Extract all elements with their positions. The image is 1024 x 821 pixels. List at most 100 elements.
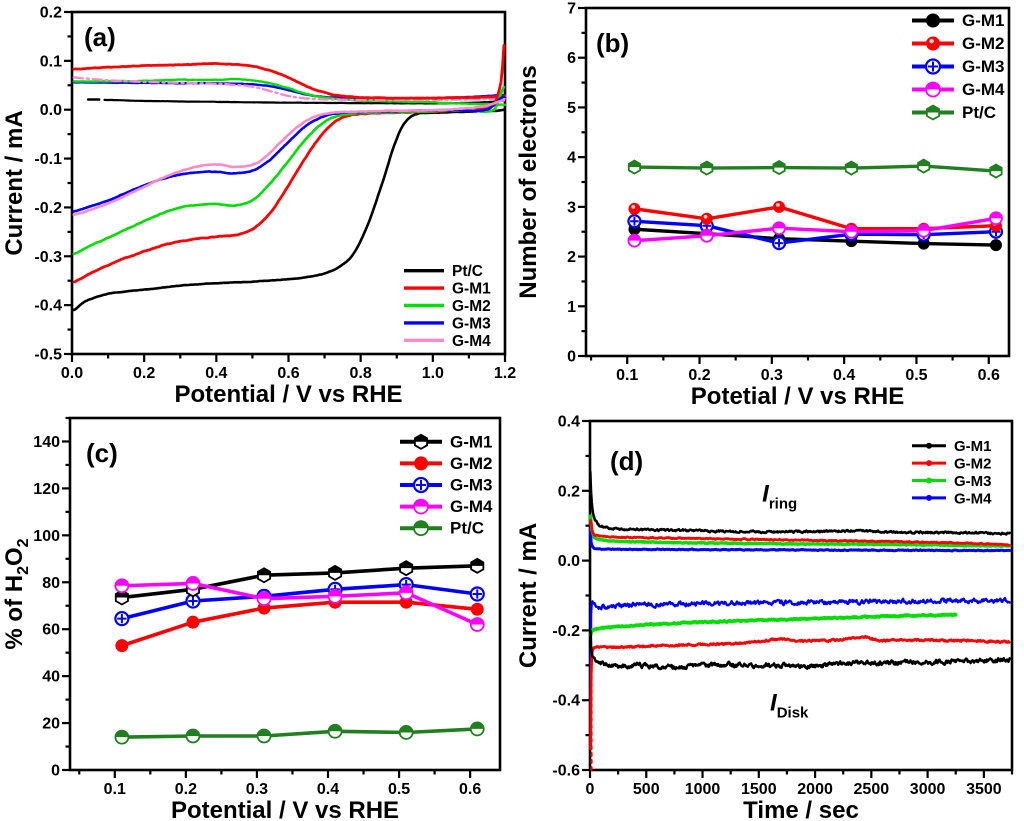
legend-label-G-M3: G-M3 bbox=[962, 57, 1005, 76]
axes-d: 0 500 1000 1500 2000 2500 3000 3500 -0.6 -0.4 -0.2… bbox=[552, 414, 1014, 798]
series-G-M4-ring bbox=[589, 527, 1012, 553]
y-tick-label: 0.1 bbox=[40, 53, 62, 70]
legend-d: G-M1G-M2G-M3G-M4 bbox=[912, 438, 992, 507]
x-tick-label: 0.6 bbox=[978, 367, 1000, 384]
series-G-M2-disk bbox=[589, 634, 1011, 751]
series-G-M1-disk bbox=[589, 629, 1012, 671]
x-tick-label: 0.0 bbox=[61, 365, 83, 382]
series-group-d bbox=[589, 470, 1012, 771]
legend-a: Pt/CG-M1G-M2G-M3G-M4 bbox=[404, 263, 491, 350]
y-tick-label: -0.5 bbox=[34, 347, 62, 364]
legend-label-G-M4: G-M4 bbox=[452, 333, 491, 350]
series-G-M1 bbox=[114, 557, 485, 606]
series-G-M2-ring bbox=[589, 519, 1011, 547]
series-group-c bbox=[114, 557, 485, 745]
series-Pt/C-disk bbox=[72, 108, 506, 312]
x-tick-label: 0.2 bbox=[133, 365, 155, 382]
plot-frame bbox=[584, 6, 1011, 358]
y-tick-label: -0.1 bbox=[34, 151, 62, 168]
legend-label-G-M3: G-M3 bbox=[452, 315, 491, 332]
y-tick-label: 3 bbox=[567, 199, 576, 216]
series-G-M1-ring bbox=[589, 470, 1011, 536]
legend-label-G-M4: G-M4 bbox=[954, 490, 992, 507]
y-axis-title: % of H2​O2​ bbox=[1, 538, 32, 649]
y-tick-label: 0 bbox=[51, 763, 60, 780]
x-axis-title: Potential / V vs RHE bbox=[174, 381, 402, 408]
legend-label-G-M3: G-M3 bbox=[954, 473, 992, 490]
x-tick-label: 0.5 bbox=[388, 781, 410, 798]
x-tick-label: 1000 bbox=[685, 781, 721, 798]
legend-c: G-M1 G-M2 G-M3 G-M4 Pt/C bbox=[400, 432, 493, 538]
panel-letter-a: (a) bbox=[84, 22, 116, 52]
y-tick-label: 7 bbox=[567, 1, 576, 18]
x-tick-label: 0.5 bbox=[905, 367, 927, 384]
y-tick-label: 0.0 bbox=[40, 102, 62, 119]
x-tick-label: 3500 bbox=[966, 781, 1002, 798]
series-G-M3-disk bbox=[589, 612, 958, 637]
y-tick-label: 0.2 bbox=[40, 5, 62, 22]
legend-label-G-M3: G-M3 bbox=[450, 476, 493, 495]
y-tick-label: 4 bbox=[567, 150, 576, 167]
x-axis-title: Potetial / V vs RHE bbox=[691, 383, 904, 410]
x-tick-label: 0.4 bbox=[205, 365, 227, 382]
y-tick-label: 100 bbox=[33, 528, 60, 545]
legend-label-Pt/C: Pt/C bbox=[962, 103, 996, 122]
y-tick-label: 5 bbox=[567, 100, 576, 117]
plot-frame bbox=[70, 10, 507, 356]
series-G-M3-ring bbox=[589, 514, 1012, 549]
panel-c-chart: 0.1 0.2 0.3 0.4 0.5 0.6 0 20 40 60 80 100 120 140 Pote… bbox=[1, 416, 502, 821]
y-tick-label: 120 bbox=[33, 481, 60, 498]
x-tick-label: 0.1 bbox=[616, 367, 638, 384]
y-tick-label: 140 bbox=[33, 434, 60, 451]
legend-label-G-M2: G-M2 bbox=[962, 34, 1005, 53]
plot-frame bbox=[588, 419, 1014, 772]
x-tick-label: 0.1 bbox=[104, 781, 126, 798]
legend-label-G-M2: G-M2 bbox=[452, 298, 491, 315]
y-tick-label: 0 bbox=[567, 349, 576, 366]
legend-label-G-M1: G-M1 bbox=[452, 281, 491, 298]
series-G-M2-ring bbox=[72, 77, 506, 107]
series-G-M4-ring bbox=[72, 76, 506, 102]
legend-label-G-M4: G-M4 bbox=[450, 497, 493, 516]
x-tick-label: 1.0 bbox=[422, 365, 444, 382]
y-tick-label: 0.0 bbox=[558, 553, 580, 570]
y-tick-label: 20 bbox=[42, 716, 60, 733]
y-tick-label: -0.4 bbox=[552, 693, 580, 710]
panel-letter-c: (c) bbox=[86, 438, 118, 468]
annotation-ring: Iring bbox=[762, 480, 797, 512]
x-tick-label: 0.3 bbox=[246, 781, 268, 798]
y-tick-label: 40 bbox=[42, 669, 60, 686]
x-tick-label: 0.8 bbox=[350, 365, 372, 382]
panel-b-chart: 0.1 0.2 0.3 0.4 0.5 0.6 0 1 2 3 4 5 6 7 Potetial / V v… bbox=[515, 1, 1011, 410]
x-tick-label: 0 bbox=[586, 781, 595, 798]
annotation-Disk: IDisk bbox=[770, 690, 809, 722]
x-tick-label: 0.2 bbox=[688, 367, 710, 384]
y-tick-label: 2 bbox=[567, 249, 576, 266]
panel-letter-d: (d) bbox=[610, 446, 643, 476]
y-tick-label: 80 bbox=[42, 575, 60, 592]
y-tick-label: 60 bbox=[42, 622, 60, 639]
series-G-M4-disk bbox=[72, 99, 506, 217]
legend-label-Pt/C: Pt/C bbox=[450, 519, 484, 538]
y-tick-label: -0.3 bbox=[34, 249, 62, 266]
panel-a-chart: 0.0 0.2 0.4 0.6 0.8 1.0 1.2 -0.5 -0.4 -0.3 -0.2 -0.… bbox=[1, 5, 516, 409]
x-tick-label: 0.4 bbox=[833, 367, 855, 384]
x-tick-label: 0.6 bbox=[277, 365, 299, 382]
series-group-a bbox=[72, 44, 506, 312]
axes-a: 0.0 0.2 0.4 0.6 0.8 1.0 1.2 -0.5 -0.4 -0.3 -0.2 -0.… bbox=[34, 5, 516, 383]
y-tick-label: 1 bbox=[567, 299, 576, 316]
panel-d-chart: 0 500 1000 1500 2000 2500 3000 3500 -0.6 -0.4 -0.2… bbox=[515, 414, 1014, 821]
series-G-M4 bbox=[627, 211, 1003, 248]
x-axis-title: Time / sec bbox=[743, 797, 859, 821]
x-tick-label: 2500 bbox=[854, 781, 890, 798]
series-G-M4 bbox=[114, 576, 485, 632]
series-G-M4-disk bbox=[589, 596, 1011, 701]
y-tick-label: -0.6 bbox=[552, 763, 580, 780]
panel-letter-b: (b) bbox=[596, 28, 629, 58]
legend-label-G-M2: G-M2 bbox=[954, 456, 992, 473]
x-tick-label: 0.3 bbox=[761, 367, 783, 384]
legend-label-G-M1: G-M1 bbox=[954, 438, 992, 455]
x-tick-label: 3000 bbox=[910, 781, 946, 798]
series-Pt/C bbox=[627, 158, 1003, 179]
x-axis-title: Potential / V vs RHE bbox=[171, 797, 399, 821]
